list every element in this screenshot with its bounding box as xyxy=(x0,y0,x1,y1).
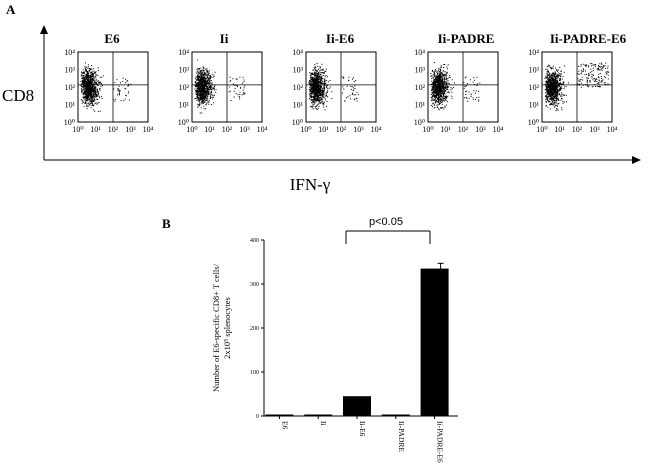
dotplot-x-tick: 10⁴ xyxy=(257,125,268,134)
significance-bracket xyxy=(345,230,431,244)
dotplot-y-tick: 10⁴ xyxy=(528,48,539,57)
dotplot-y-tick: 10⁰ xyxy=(178,118,189,127)
dotplot-events xyxy=(430,62,481,111)
dotplot-y-tick: 10⁴ xyxy=(64,48,75,57)
dotplot-x-tick: 10³ xyxy=(475,125,486,134)
dotplot-y-tick: 10⁴ xyxy=(414,48,425,57)
dotplot-y-tick: 10⁴ xyxy=(178,48,189,57)
bar-category-label: Ii-PADRE xyxy=(397,421,406,452)
dotplot-y-tick: 10¹ xyxy=(65,101,76,110)
dotplot-y-tick: 10² xyxy=(65,83,76,92)
bar-ylabel-line2: 2x10⁵ splenocytes xyxy=(222,297,232,359)
dotplot-title-ii-e6: Ii-E6 xyxy=(326,31,355,46)
dotplot-events xyxy=(308,63,359,111)
dotplot-y-tick: 10¹ xyxy=(529,101,540,110)
dotplot-y-tick: 10¹ xyxy=(293,101,304,110)
bar-ii xyxy=(304,414,333,416)
dotplot-x-tick: 10² xyxy=(222,125,233,134)
dotplot-x-tick: 10⁴ xyxy=(371,125,382,134)
ifn-gamma-axis-label: IFN-γ xyxy=(290,175,331,194)
dotplot-x-tick: 10² xyxy=(108,125,119,134)
dotplot-x-tick: 10⁰ xyxy=(72,125,83,134)
dotplot-x-tick: 10⁰ xyxy=(300,125,311,134)
dotplot-y-tick: 10³ xyxy=(529,66,540,75)
bar-y-tick-label: 300 xyxy=(250,282,259,288)
bar-ylabel-line1: Number of E6-specific CD8+ T cells/ xyxy=(211,263,221,392)
cd8-axis-label: CD8 xyxy=(2,86,34,105)
dotplot-x-tick: 10² xyxy=(458,125,469,134)
dotplot-x-tick: 10¹ xyxy=(204,125,215,134)
dotplot-y-tick: 10² xyxy=(529,83,540,92)
dotplot-y-tick: 10³ xyxy=(415,66,426,75)
bar-category-label: Ii-PADRE-E6 xyxy=(436,421,445,463)
dotplot-title-e6: E6 xyxy=(104,31,120,46)
bar-y-tick-label: 400 xyxy=(250,238,259,244)
dotplot-x-tick: 10³ xyxy=(589,125,600,134)
dotplot-y-tick: 10⁰ xyxy=(64,118,75,127)
dotplot-x-tick: 10² xyxy=(572,125,583,134)
bar-y-tick-label: 200 xyxy=(250,326,259,332)
dotplot-x-tick: 10⁴ xyxy=(607,125,618,134)
dotplot-x-tick: 10¹ xyxy=(318,125,329,134)
dotplot-x-tick: 10¹ xyxy=(90,125,101,134)
dotplot-y-tick: 10¹ xyxy=(179,101,190,110)
dotplot-y-tick: 10⁰ xyxy=(528,118,539,127)
dotplot-y-tick: 10⁰ xyxy=(292,118,303,127)
bar-y-tick-label: 0 xyxy=(256,414,259,420)
dotplot-y-tick: 10² xyxy=(179,83,190,92)
bar-ii-padre-e6 xyxy=(420,268,449,416)
dotplot-title-ii: Ii xyxy=(220,31,229,46)
bar-chart: 0 100 200 300 400 E6 Ii Ii-E6 Ii-PADRE Ii-PADRE-E… xyxy=(250,238,458,463)
dotplot-x-tick: 10⁰ xyxy=(422,125,433,134)
dotplot-x-tick: 10³ xyxy=(239,125,250,134)
dotplot-x-tick: 10¹ xyxy=(554,125,565,134)
dotplot-y-tick: 10⁰ xyxy=(414,118,425,127)
dotplot-title-ii-padre: Ii-PADRE xyxy=(438,31,495,46)
dotplot-title-ii-padre-e6: Ii-PADRE-E6 xyxy=(550,31,627,46)
dotplot-events xyxy=(194,59,246,114)
dotplot-y-tick: 10³ xyxy=(179,66,190,75)
dotplot-x-tick: 10³ xyxy=(353,125,364,134)
dotplot-group: 10⁰10⁰10¹10¹10²10²10³10³10⁴10⁴10⁰10⁰10¹1… xyxy=(64,48,618,134)
dotplot-y-tick: 10² xyxy=(415,83,426,92)
dotplot-events xyxy=(80,62,132,112)
dotplot-y-tick: 10³ xyxy=(293,66,304,75)
panel-a-axes xyxy=(40,25,641,164)
bar-ii-padre xyxy=(381,414,410,416)
bar-e6 xyxy=(265,414,294,416)
dotplot-x-tick: 10³ xyxy=(125,125,136,134)
bar-category-label: Ii xyxy=(319,421,328,426)
dotplot-y-tick: 10¹ xyxy=(415,101,426,110)
dotplot-x-tick: 10² xyxy=(336,125,347,134)
dotplot-x-tick: 10⁴ xyxy=(493,125,504,134)
bar-y-tick-label: 100 xyxy=(250,370,259,376)
dotplot-x-tick: 10¹ xyxy=(440,125,451,134)
dotplot-x-tick: 10⁴ xyxy=(143,125,154,134)
dotplot-x-tick: 10⁰ xyxy=(536,125,547,134)
dotplot-y-tick: 10² xyxy=(293,83,304,92)
bar-category-label: Ii-E6 xyxy=(358,421,367,437)
panel-a-letter: A xyxy=(6,2,16,17)
panel-b-letter: B xyxy=(162,216,171,231)
dotplot-y-tick: 10³ xyxy=(65,66,76,75)
dotplot-events xyxy=(544,62,609,112)
bar-ii-e6 xyxy=(343,396,371,416)
bar-category-label: E6 xyxy=(280,421,289,430)
dotplot-x-tick: 10⁰ xyxy=(186,125,197,134)
p-value-label: p<0.05 xyxy=(369,216,403,228)
dotplot-y-tick: 10⁴ xyxy=(292,48,303,57)
